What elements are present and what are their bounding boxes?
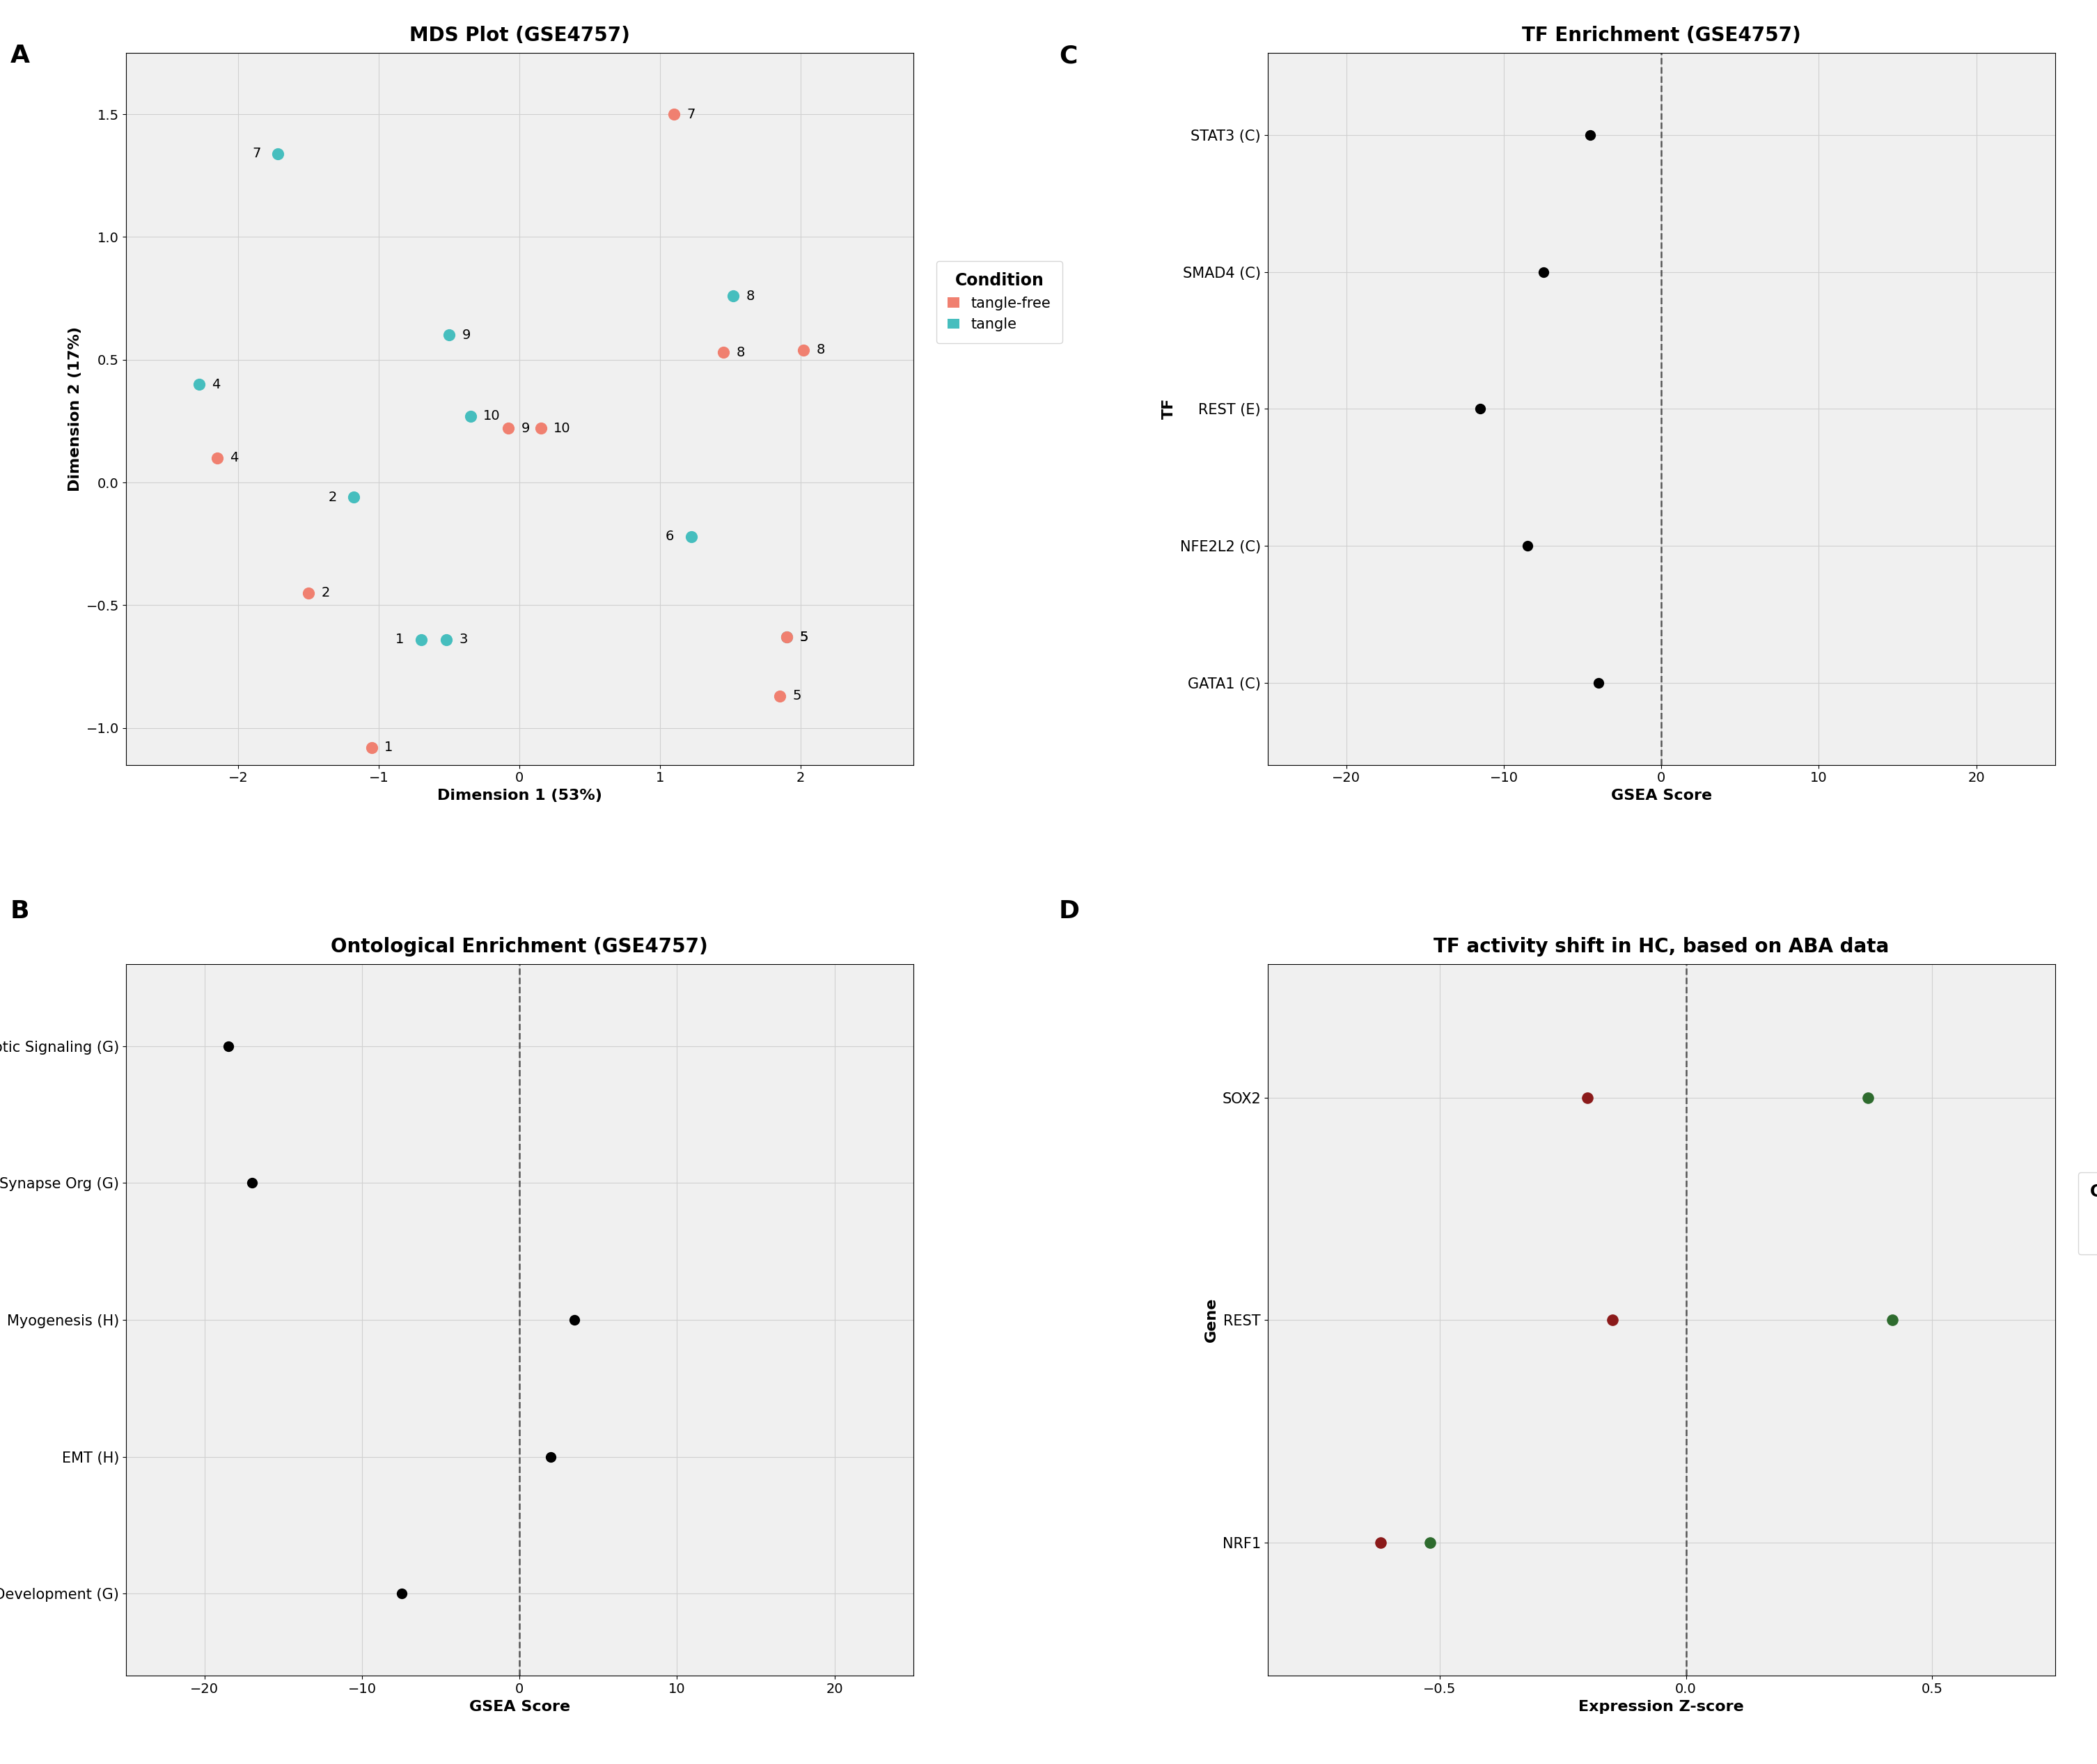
Text: 5: 5 — [799, 630, 807, 644]
Y-axis label: Dimension 2 (17%): Dimension 2 (17%) — [69, 326, 82, 492]
Point — [260, 139, 294, 168]
Text: 10: 10 — [482, 409, 499, 423]
Point — [384, 1579, 417, 1607]
Text: 7: 7 — [688, 108, 696, 122]
Title: TF Enrichment (GSE4757): TF Enrichment (GSE4757) — [1522, 26, 1801, 46]
AD — [1413, 1528, 1447, 1556]
NDC — [1571, 1083, 1604, 1111]
AD — [1852, 1083, 1885, 1111]
Text: D: D — [1059, 900, 1080, 923]
Text: 9: 9 — [461, 328, 470, 342]
Point — [432, 321, 466, 349]
NDC — [1596, 1305, 1629, 1334]
Point — [535, 1443, 568, 1471]
X-axis label: GSEA Score: GSEA Score — [1610, 789, 1711, 803]
Point — [1573, 122, 1606, 150]
Title: MDS Plot (GSE4757): MDS Plot (GSE4757) — [409, 26, 629, 46]
Text: B: B — [10, 900, 29, 923]
Point — [524, 415, 558, 443]
Point — [1464, 395, 1497, 423]
Point — [453, 402, 487, 430]
Text: C: C — [1059, 44, 1078, 67]
Title: TF activity shift in HC, based on ABA data: TF activity shift in HC, based on ABA da… — [1434, 937, 1889, 956]
Point — [405, 626, 438, 654]
Y-axis label: Gene: Gene — [1204, 1298, 1218, 1342]
Point — [338, 483, 371, 512]
Point — [1510, 531, 1543, 559]
Point — [430, 626, 463, 654]
Point — [491, 415, 524, 443]
Point — [763, 683, 797, 711]
Point — [235, 1170, 268, 1198]
Point — [717, 282, 751, 310]
Text: 4: 4 — [212, 377, 220, 392]
Legend: tangle-free, tangle: tangle-free, tangle — [935, 261, 1063, 344]
Text: 1: 1 — [396, 633, 405, 646]
X-axis label: Dimension 1 (53%): Dimension 1 (53%) — [436, 789, 602, 803]
Text: A: A — [10, 44, 29, 67]
Point — [1527, 258, 1560, 286]
Legend: NDC, AD: NDC, AD — [2078, 1171, 2097, 1254]
Point — [201, 445, 235, 473]
Text: 8: 8 — [816, 344, 824, 356]
Text: 7: 7 — [252, 146, 260, 161]
Text: 6: 6 — [665, 529, 675, 543]
Point — [212, 1032, 245, 1060]
Text: 2: 2 — [321, 586, 329, 600]
AD — [1877, 1305, 1910, 1334]
Text: 2: 2 — [327, 490, 338, 505]
Point — [786, 335, 820, 363]
Text: 5: 5 — [793, 690, 801, 702]
Text: 9: 9 — [520, 422, 531, 436]
Point — [707, 339, 740, 367]
Text: 8: 8 — [747, 289, 755, 302]
Text: 10: 10 — [554, 422, 570, 436]
Point — [291, 579, 325, 607]
Point — [558, 1305, 591, 1334]
Point — [1581, 669, 1615, 697]
Point — [770, 623, 803, 651]
X-axis label: Expression Z-score: Expression Z-score — [1579, 1700, 1745, 1713]
NDC — [1363, 1528, 1397, 1556]
Text: 5: 5 — [799, 630, 807, 644]
Title: Ontological Enrichment (GSE4757): Ontological Enrichment (GSE4757) — [331, 937, 709, 956]
Text: 4: 4 — [231, 452, 239, 464]
Text: 8: 8 — [736, 346, 744, 360]
Point — [658, 101, 692, 129]
Point — [182, 370, 216, 399]
X-axis label: GSEA Score: GSEA Score — [470, 1700, 570, 1713]
Text: 3: 3 — [459, 633, 468, 646]
Point — [770, 623, 803, 651]
Text: 1: 1 — [384, 741, 392, 755]
Point — [354, 734, 388, 762]
Y-axis label: TF: TF — [1162, 399, 1176, 420]
Point — [675, 522, 709, 550]
